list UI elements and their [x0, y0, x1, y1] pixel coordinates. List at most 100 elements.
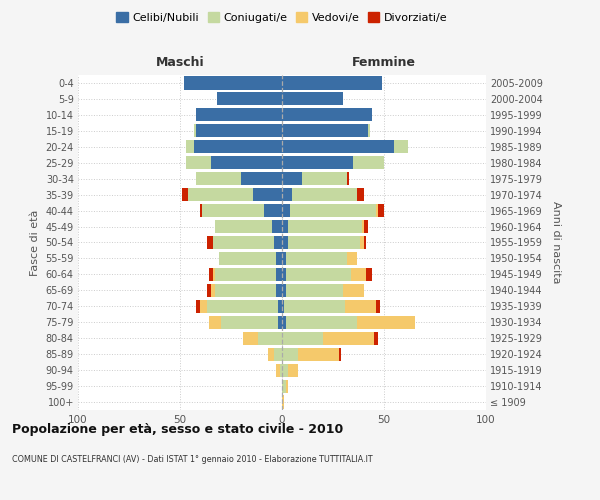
- Bar: [368, 124, 370, 138]
- Bar: [211, 156, 282, 170]
- Bar: [215, 220, 272, 233]
- Bar: [282, 188, 292, 201]
- Bar: [217, 92, 282, 106]
- Legend: Celibi/Nubili, Coniugati/e, Vedovi/e, Divorziati/e: Celibi/Nubili, Coniugati/e, Vedovi/e, Di…: [112, 8, 452, 28]
- Bar: [200, 204, 202, 217]
- Bar: [374, 332, 378, 345]
- Bar: [343, 284, 364, 297]
- Bar: [358, 316, 415, 329]
- Bar: [209, 268, 212, 281]
- Bar: [206, 236, 212, 249]
- Bar: [282, 204, 290, 217]
- Bar: [278, 316, 282, 329]
- Bar: [219, 252, 276, 265]
- Bar: [286, 252, 347, 265]
- Bar: [276, 268, 282, 281]
- Bar: [280, 364, 282, 376]
- Bar: [209, 316, 221, 329]
- Bar: [282, 172, 302, 185]
- Bar: [286, 284, 343, 297]
- Bar: [202, 204, 263, 217]
- Bar: [339, 348, 341, 360]
- Bar: [257, 332, 282, 345]
- Bar: [302, 172, 347, 185]
- Bar: [212, 236, 274, 249]
- Bar: [288, 220, 362, 233]
- Bar: [188, 188, 253, 201]
- Bar: [186, 140, 194, 153]
- Bar: [186, 156, 211, 170]
- Bar: [286, 316, 358, 329]
- Y-axis label: Anni di nascita: Anni di nascita: [551, 201, 562, 284]
- Text: COMUNE DI CASTELFRANCI (AV) - Dati ISTAT 1° gennaio 2010 - Elaborazione TUTTITAL: COMUNE DI CASTELFRANCI (AV) - Dati ISTAT…: [12, 455, 373, 464]
- Bar: [215, 268, 276, 281]
- Bar: [365, 268, 372, 281]
- Bar: [282, 332, 323, 345]
- Bar: [263, 204, 282, 217]
- Bar: [276, 252, 282, 265]
- Bar: [286, 380, 288, 392]
- Bar: [345, 300, 376, 313]
- Bar: [282, 300, 284, 313]
- Bar: [352, 268, 365, 281]
- Bar: [282, 108, 372, 122]
- Bar: [243, 332, 257, 345]
- Bar: [221, 316, 278, 329]
- Bar: [268, 348, 274, 360]
- Bar: [276, 284, 282, 297]
- Bar: [282, 380, 286, 392]
- Bar: [274, 236, 282, 249]
- Bar: [376, 300, 380, 313]
- Bar: [274, 348, 282, 360]
- Y-axis label: Fasce di età: Fasce di età: [30, 210, 40, 276]
- Bar: [282, 268, 286, 281]
- Bar: [298, 348, 339, 360]
- Bar: [272, 220, 282, 233]
- Bar: [358, 188, 364, 201]
- Bar: [347, 172, 349, 185]
- Bar: [282, 252, 286, 265]
- Bar: [276, 364, 280, 376]
- Bar: [290, 204, 376, 217]
- Bar: [200, 300, 206, 313]
- Bar: [282, 140, 394, 153]
- Bar: [206, 284, 211, 297]
- Bar: [253, 188, 282, 201]
- Bar: [215, 284, 276, 297]
- Bar: [282, 348, 298, 360]
- Bar: [282, 396, 284, 408]
- Text: Maschi: Maschi: [155, 56, 205, 68]
- Text: Femmine: Femmine: [352, 56, 416, 68]
- Bar: [359, 236, 364, 249]
- Bar: [194, 140, 282, 153]
- Bar: [347, 252, 358, 265]
- Bar: [196, 124, 282, 138]
- Bar: [282, 92, 343, 106]
- Bar: [288, 364, 298, 376]
- Text: Popolazione per età, sesso e stato civile - 2010: Popolazione per età, sesso e stato civil…: [12, 422, 343, 436]
- Bar: [376, 204, 378, 217]
- Bar: [282, 156, 353, 170]
- Bar: [282, 364, 288, 376]
- Bar: [288, 236, 359, 249]
- Bar: [278, 300, 282, 313]
- Bar: [196, 300, 200, 313]
- Bar: [282, 124, 368, 138]
- Bar: [241, 172, 282, 185]
- Bar: [282, 76, 382, 90]
- Bar: [364, 236, 365, 249]
- Bar: [196, 172, 241, 185]
- Bar: [282, 220, 288, 233]
- Bar: [194, 124, 196, 138]
- Bar: [211, 284, 215, 297]
- Bar: [362, 220, 364, 233]
- Bar: [378, 204, 384, 217]
- Bar: [196, 108, 282, 122]
- Bar: [184, 76, 282, 90]
- Bar: [282, 316, 286, 329]
- Bar: [212, 268, 215, 281]
- Bar: [282, 284, 286, 297]
- Bar: [364, 220, 368, 233]
- Bar: [323, 332, 374, 345]
- Bar: [394, 140, 409, 153]
